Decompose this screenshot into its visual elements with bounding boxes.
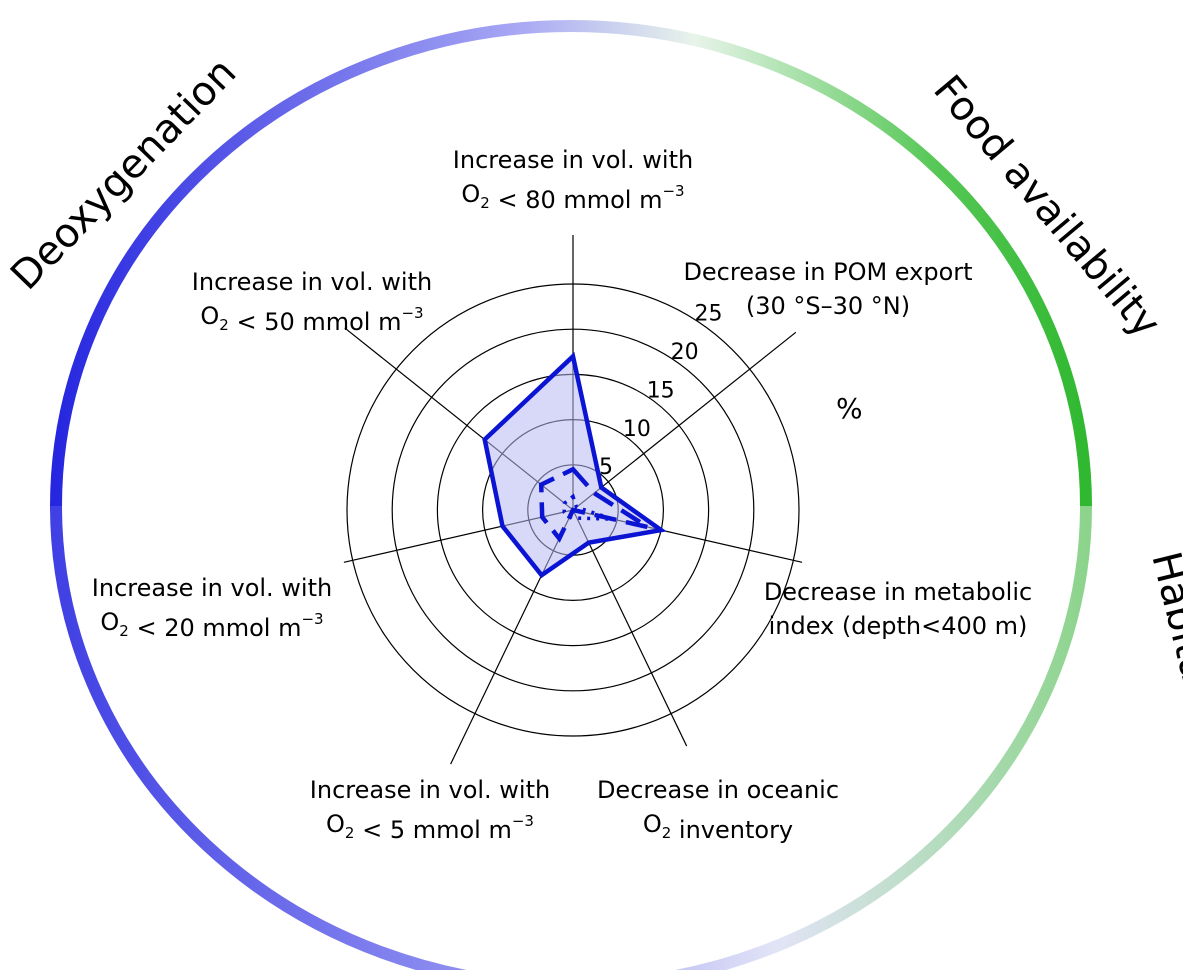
outer-ring-bottom: [50, 505, 1092, 970]
outer-ring-top: [50, 20, 1092, 507]
series-solid: [482, 351, 667, 579]
axis-label-line2: O2 < 50 mmol m−3: [200, 302, 423, 336]
axis-label-3: Decrease in oceanic O2 inventory: [597, 776, 839, 844]
outer-category-ring: [50, 20, 1092, 970]
ring-tick-20: 20: [671, 340, 699, 365]
axis-label-line1: Increase in vol. with: [192, 268, 432, 296]
spoke-1: [572, 331, 797, 511]
axis-label-line1: Decrease in oceanic: [597, 776, 839, 804]
axis-labels: Increase in vol. with O2 < 80 mmol m−3 Dec…: [92, 146, 1032, 844]
category-food-availability: Food availability: [924, 67, 1169, 346]
axis-label-0: Increase in vol. with O2 < 80 mmol m−3: [453, 146, 693, 214]
ring-tick-25: 25: [695, 302, 723, 327]
axis-label-line2: index (depth<400 m): [769, 612, 1028, 640]
axis-label-line1: Increase in vol. with: [453, 146, 693, 174]
axis-label-line1: Decrease in metabolic: [764, 578, 1032, 606]
axis-label-2: Decrease in metabolic index (depth<400 m): [764, 578, 1032, 640]
axis-label-line2: O2 < 20 mmol m−3: [100, 608, 323, 642]
axis-label-6: Increase in vol. with O2 < 50 mmol m−3: [192, 268, 432, 336]
axis-label-line2: O2 inventory: [643, 810, 793, 844]
axis-label-line1: Decrease in POM export: [683, 258, 972, 286]
axis-label-line1: Increase in vol. with: [310, 776, 550, 804]
axis-label-1: Decrease in POM export (30 °S–30 °N): [683, 258, 972, 320]
ring-tick-15: 15: [647, 379, 675, 404]
category-habitat-reduction: Habitat reduction: [1142, 547, 1183, 897]
radial-unit-label: %: [836, 392, 863, 425]
axis-label-4: Increase in vol. with O2 < 5 mmol m−3: [310, 776, 550, 844]
axis-label-5: Increase in vol. with O2 < 20 mmol m−3: [92, 574, 332, 642]
radar-series: [482, 351, 667, 579]
axis-label-line2: O2 < 5 mmol m−3: [326, 810, 534, 844]
ring-tick-5: 5: [599, 455, 613, 480]
axis-label-line1: Increase in vol. with: [92, 574, 332, 602]
series-dashed: [538, 466, 650, 543]
ring-tick-10: 10: [623, 417, 651, 442]
spoke-3: [572, 509, 688, 747]
axis-label-line2: O2 < 80 mmol m−3: [461, 180, 684, 214]
ring-tick-labels: 5 10 15 20 25: [599, 302, 723, 481]
axis-label-line2: (30 °S–30 °N): [746, 292, 910, 320]
